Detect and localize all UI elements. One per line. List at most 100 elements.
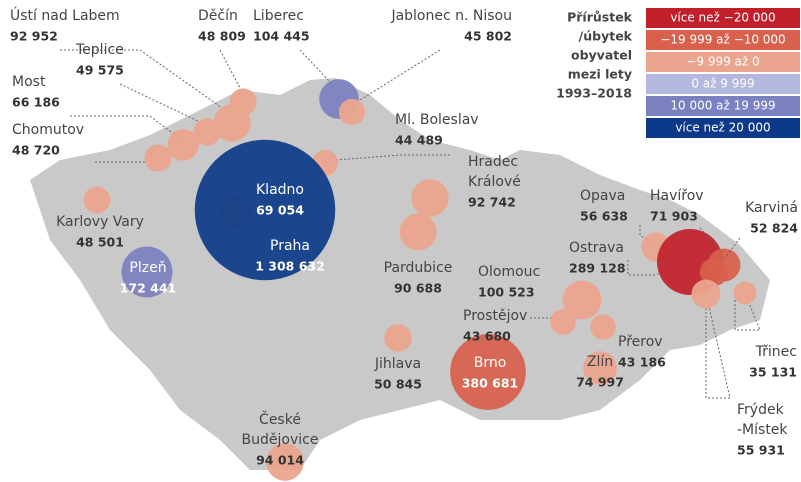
legend-title: /úbytek bbox=[579, 29, 633, 44]
city-population: 43 186 bbox=[618, 355, 666, 370]
city-bubble bbox=[384, 324, 412, 352]
city-name: Karviná bbox=[745, 200, 798, 216]
city-population: 74 997 bbox=[576, 375, 624, 390]
name-line: České bbox=[259, 410, 301, 428]
leader-line bbox=[95, 157, 159, 163]
legend-title: Přírůstek bbox=[567, 10, 633, 25]
city-bubble bbox=[229, 88, 257, 116]
city-population: 104 445 bbox=[253, 29, 310, 44]
legend-swatch bbox=[646, 30, 800, 50]
city-name: Plzeň bbox=[129, 260, 166, 276]
legend-label: 10 000 až 19 999 bbox=[670, 99, 775, 113]
city-population: 92 742 bbox=[468, 195, 516, 210]
city-name: Ústí nad Labem bbox=[10, 6, 120, 24]
city-name: Přerov bbox=[618, 334, 663, 350]
name-line: Budějovice bbox=[242, 432, 319, 448]
city-name: Opava bbox=[580, 188, 625, 204]
city-name: Kladno bbox=[256, 182, 304, 198]
city-name: Liberec bbox=[253, 8, 304, 24]
city-population: 69 054 bbox=[256, 203, 304, 218]
city-population: 71 903 bbox=[650, 209, 698, 224]
city-name: Ostrava bbox=[569, 240, 624, 256]
city-population: 49 575 bbox=[76, 63, 124, 78]
legend-label: −19 999 až −10 000 bbox=[660, 33, 785, 47]
city-name: Jablonec n. Nisou bbox=[390, 8, 512, 24]
legend-swatch bbox=[646, 74, 800, 94]
city-population: 48 809 bbox=[198, 29, 246, 44]
city-bubble bbox=[562, 280, 602, 320]
city-bubble bbox=[399, 213, 437, 251]
city-population: 1 308 632 bbox=[255, 259, 325, 274]
city-population: 289 128 bbox=[569, 261, 626, 276]
legend-title: 1993–2018 bbox=[556, 86, 632, 101]
city-name: Hradec Králové bbox=[468, 154, 521, 190]
city-bubble bbox=[144, 144, 172, 172]
city-bubble bbox=[583, 351, 617, 385]
name-line: Králové bbox=[468, 174, 521, 190]
city-bubble bbox=[733, 281, 757, 305]
city-name: Olomouc bbox=[478, 264, 540, 280]
legend-label: více než −20 000 bbox=[670, 11, 775, 25]
city-population: 172 441 bbox=[120, 281, 177, 296]
city-population: 45 802 bbox=[464, 29, 512, 44]
city-name: Prostějov bbox=[463, 308, 527, 324]
city-population: 48 501 bbox=[76, 235, 124, 250]
legend-label: −9 999 až 0 bbox=[686, 55, 759, 69]
legend-swatch bbox=[646, 118, 800, 138]
city-bubble bbox=[83, 186, 111, 214]
name-line: Hradec bbox=[468, 154, 518, 170]
leader-line bbox=[70, 115, 184, 146]
city-population: 50 845 bbox=[374, 377, 422, 392]
legend-label: 0 až 9 999 bbox=[691, 77, 754, 91]
city-name: Jihlava bbox=[374, 356, 421, 372]
city-bubble bbox=[167, 129, 199, 161]
legend-title: mezi lety bbox=[568, 67, 632, 82]
leader-line bbox=[324, 154, 450, 164]
city-name: Teplice bbox=[75, 42, 124, 58]
city-population: 44 489 bbox=[395, 133, 443, 148]
city-bubble bbox=[699, 257, 729, 287]
city-population: 52 824 bbox=[750, 221, 798, 236]
city-population: 43 680 bbox=[463, 329, 511, 344]
city-population: 48 720 bbox=[12, 143, 60, 158]
city-population: 56 638 bbox=[580, 209, 628, 224]
city-name: Praha bbox=[270, 238, 310, 254]
city-bubble bbox=[590, 314, 616, 340]
city-name: Brno bbox=[474, 355, 507, 371]
city-bubble bbox=[266, 443, 304, 481]
city-population: 100 523 bbox=[478, 285, 535, 300]
city-name: Děčín bbox=[198, 8, 238, 24]
city-population: 55 931 bbox=[737, 443, 785, 458]
city-name: Havířov bbox=[650, 188, 704, 204]
name-line: -Místek bbox=[737, 422, 788, 438]
leader-line bbox=[705, 293, 731, 399]
city-name: Třinec bbox=[755, 344, 797, 360]
city-bubble bbox=[121, 246, 173, 298]
city-population: 66 186 bbox=[12, 95, 60, 110]
city-bubble bbox=[691, 279, 721, 309]
city-bubble bbox=[193, 118, 221, 146]
city-name: Zlín bbox=[587, 354, 613, 370]
city-bubble bbox=[411, 179, 449, 217]
leader-line bbox=[60, 49, 233, 124]
city-name: Ml. Boleslav bbox=[395, 112, 479, 128]
city-population: 35 131 bbox=[749, 365, 797, 380]
legend-swatch bbox=[646, 8, 800, 28]
city-population: 90 688 bbox=[394, 281, 442, 296]
city-name: České Budějovice bbox=[242, 410, 319, 448]
city-bubble bbox=[194, 139, 336, 281]
city-bubble bbox=[338, 98, 366, 126]
city-name: Chomutov bbox=[12, 122, 84, 138]
city-population: 94 014 bbox=[256, 453, 304, 468]
name-line: Frýdek bbox=[737, 402, 785, 418]
city-bubble bbox=[450, 334, 526, 410]
city-name: Frýdek -Místek bbox=[737, 402, 788, 438]
leader-line bbox=[639, 225, 657, 248]
legend-swatch bbox=[646, 52, 800, 72]
city-name: Pardubice bbox=[384, 260, 453, 276]
legend-swatch bbox=[646, 96, 800, 116]
city-population: 380 681 bbox=[462, 376, 519, 391]
legend-label: více než 20 000 bbox=[675, 121, 770, 135]
city-name: Most bbox=[12, 74, 46, 90]
